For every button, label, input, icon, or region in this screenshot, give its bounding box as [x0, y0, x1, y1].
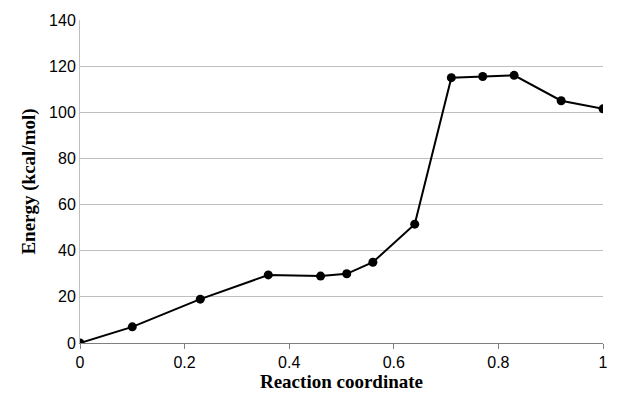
svg-text:0.8: 0.8: [487, 354, 509, 371]
svg-text:140: 140: [49, 12, 76, 29]
svg-text:Energy (kcal/mol): Energy (kcal/mol): [18, 108, 40, 254]
svg-text:0: 0: [76, 354, 85, 371]
svg-text:0.6: 0.6: [383, 354, 405, 371]
svg-text:60: 60: [58, 196, 76, 213]
svg-text:0.2: 0.2: [173, 354, 195, 371]
svg-text:0: 0: [67, 335, 76, 352]
svg-text:100: 100: [49, 104, 76, 121]
svg-text:0.4: 0.4: [278, 354, 300, 371]
svg-text:Reaction coordinate: Reaction coordinate: [260, 371, 423, 392]
svg-text:1: 1: [599, 354, 608, 371]
svg-text:40: 40: [58, 242, 76, 259]
svg-text:120: 120: [49, 58, 76, 75]
svg-text:20: 20: [58, 288, 76, 305]
svg-text:80: 80: [58, 150, 76, 167]
